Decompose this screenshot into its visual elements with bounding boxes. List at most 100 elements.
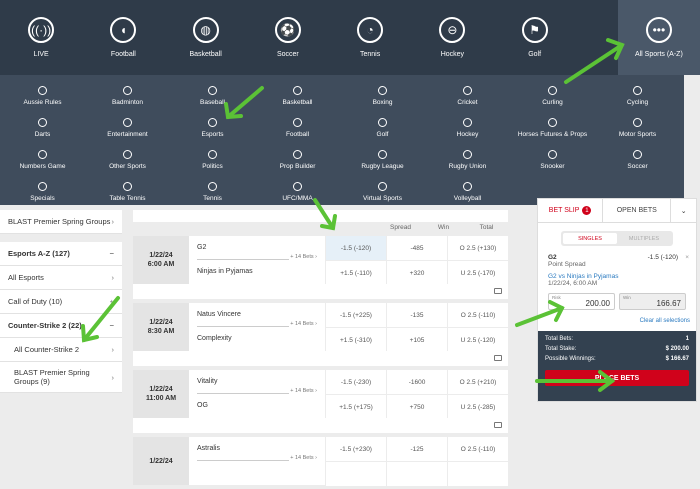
more-bets-link[interactable]: + 14 Bets › xyxy=(290,388,317,394)
sport-icon xyxy=(378,86,387,95)
close-icon[interactable]: × xyxy=(685,254,689,261)
sport-item[interactable]: Esports xyxy=(170,112,255,144)
odds-button[interactable]: U 2.5 (-120) xyxy=(448,328,508,352)
sidebar-item[interactable]: All Counter-Strike 2 › xyxy=(0,338,122,362)
nav-tennis[interactable]: ◔ Tennis xyxy=(329,0,411,75)
sport-item[interactable]: Boxing xyxy=(340,80,425,112)
nav-basketball[interactable]: ◍ Basketball xyxy=(165,0,247,75)
sport-item[interactable]: Entertainment xyxy=(85,112,170,144)
col-win: Win xyxy=(437,224,450,231)
event-card: 1/22/24 6:00 AM G2 Ninjas in Pyjamas + 14 B… xyxy=(133,236,508,299)
odds-button[interactable]: -1.5 (-120) xyxy=(326,236,386,260)
odds-button[interactable]: -1600 xyxy=(387,370,447,394)
sport-item[interactable]: Soccer xyxy=(595,144,680,176)
odds-button[interactable]: O 2.5 (+210) xyxy=(448,370,508,394)
bet-match-link[interactable]: G2 vs Ninjas in Pyjamas xyxy=(548,273,619,280)
sport-item[interactable]: Aussie Rules xyxy=(0,80,85,112)
risk-input[interactable]: Risk 200.00 xyxy=(548,293,615,310)
team-2: Ninjas in Pyjamas xyxy=(197,268,253,275)
label: LIVE xyxy=(33,51,49,58)
odds-button[interactable] xyxy=(326,462,386,486)
sport-item[interactable]: Badminton xyxy=(85,80,170,112)
odds-button[interactable]: -1.5 (-230) xyxy=(326,370,386,394)
sidebar-item[interactable]: All Esports › xyxy=(0,266,122,290)
more-bets-link[interactable]: + 14 Bets › xyxy=(290,254,317,260)
chevron-down-icon[interactable]: ⌄ xyxy=(670,199,696,222)
more-bets-link[interactable]: + 14 Bets › xyxy=(290,455,317,461)
event-date: 1/22/24 xyxy=(149,319,173,326)
odds-button[interactable]: -485 xyxy=(387,236,447,260)
odds-button[interactable]: +1.5 (-310) xyxy=(326,328,386,352)
stream-icon[interactable] xyxy=(494,288,502,294)
sport-item[interactable]: Rugby League xyxy=(340,144,425,176)
label: Curling xyxy=(542,99,563,106)
bet-type-toggle: SINGLES MULTIPLES xyxy=(561,231,673,246)
stream-icon[interactable] xyxy=(494,355,502,361)
sport-item[interactable]: Table Tennis xyxy=(85,176,170,208)
sport-item[interactable]: Basketball xyxy=(255,80,340,112)
multiples-tab[interactable]: MULTIPLES xyxy=(628,235,660,242)
odds-button[interactable]: -135 xyxy=(387,303,447,327)
nav-all-sports-a-z-[interactable]: ••• All Sports (A-Z) xyxy=(617,0,700,75)
sport-item[interactable]: Curling xyxy=(510,80,595,112)
clear-selections-link[interactable]: Clear all selections xyxy=(639,318,690,324)
sport-item[interactable]: Other Sports xyxy=(85,144,170,176)
sport-item[interactable]: Tennis xyxy=(170,176,255,208)
odds-button[interactable]: +1.5 (+175) xyxy=(326,395,386,419)
sport-item[interactable]: Horses Futures & Props xyxy=(510,112,595,144)
singles-tab[interactable]: SINGLES xyxy=(563,233,617,244)
odds-button[interactable]: O 2.5 (-110) xyxy=(448,437,508,461)
odds-button[interactable]: +105 xyxy=(387,328,447,352)
odds-button[interactable] xyxy=(387,462,447,486)
odds-button[interactable]: -1.5 (+230) xyxy=(326,437,386,461)
sidebar-item[interactable]: BLAST Premier Spring Groups › xyxy=(0,210,122,234)
sport-item[interactable]: Politics xyxy=(170,144,255,176)
sport-item[interactable]: Volleyball xyxy=(425,176,510,208)
sidebar-section[interactable]: Esports A-Z (127) − xyxy=(0,242,122,266)
sport-item[interactable]: Cycling xyxy=(595,80,680,112)
sidebar-subsection[interactable]: Counter-Strike 2 (22) − xyxy=(0,314,122,338)
stream-icon[interactable] xyxy=(494,422,502,428)
sport-icon xyxy=(378,118,387,127)
nav-soccer[interactable]: ⚽ Soccer xyxy=(247,0,329,75)
sport-item[interactable]: UFC/MMA xyxy=(255,176,340,208)
label: Baseball xyxy=(200,99,225,106)
nav-live[interactable]: ((·)) LIVE xyxy=(0,0,82,75)
nav-golf[interactable]: ⚑ Golf xyxy=(494,0,576,75)
odds-button[interactable]: -125 xyxy=(387,437,447,461)
sidebar-item[interactable]: Call of Duty (10) + xyxy=(0,290,122,314)
sport-item[interactable]: Football xyxy=(255,112,340,144)
sport-item[interactable]: Prop Builder xyxy=(255,144,340,176)
sport-item[interactable]: Darts xyxy=(0,112,85,144)
more-bets-link[interactable]: + 14 Bets › xyxy=(290,321,317,327)
sport-item[interactable]: Cricket xyxy=(425,80,510,112)
odds-button[interactable]: O 2.5 (-110) xyxy=(448,303,508,327)
nav-football[interactable]: ◖ Football xyxy=(82,0,164,75)
sport-item[interactable]: Virtual Sports xyxy=(340,176,425,208)
tab-bet-slip[interactable]: BET SLIP 1 xyxy=(538,199,602,222)
sport-item[interactable]: Snooker xyxy=(510,144,595,176)
odds-button[interactable]: -1.5 (+225) xyxy=(326,303,386,327)
sport-item[interactable]: Baseball xyxy=(170,80,255,112)
sidebar-item[interactable]: BLAST Premier Spring Groups (9) › xyxy=(0,362,122,393)
odds-button[interactable]: +750 xyxy=(387,395,447,419)
sport-item[interactable]: Golf xyxy=(340,112,425,144)
team-1: G2 xyxy=(197,236,289,260)
odds-button[interactable]: O 2.5 (+130) xyxy=(448,236,508,260)
sport-item[interactable]: Motor Sports xyxy=(595,112,680,144)
sport-icon xyxy=(208,86,217,95)
sport-item[interactable]: Specials xyxy=(0,176,85,208)
odds-button[interactable]: +1.5 (-110) xyxy=(326,261,386,285)
odds-button[interactable] xyxy=(448,462,508,486)
odds-button[interactable]: U 2.5 (-170) xyxy=(448,261,508,285)
football-icon: ◖ xyxy=(110,17,137,43)
sport-item[interactable]: Hockey xyxy=(425,112,510,144)
sport-item[interactable]: Rugby Union xyxy=(425,144,510,176)
nav-hockey[interactable]: ⊖ Hockey xyxy=(411,0,493,75)
place-bets-button[interactable]: PLACE BETS xyxy=(545,370,689,386)
odds-button[interactable]: +320 xyxy=(387,261,447,285)
odds-button[interactable]: U 2.5 (-285) xyxy=(448,395,508,419)
tab-open-bets[interactable]: OPEN BETS xyxy=(602,199,670,222)
top-sports-nav: ((·)) LIVE ◖ Football ◍ Basketball ⚽ Soccer ◔ Ten… xyxy=(0,0,700,75)
sport-item[interactable]: Numbers Game xyxy=(0,144,85,176)
